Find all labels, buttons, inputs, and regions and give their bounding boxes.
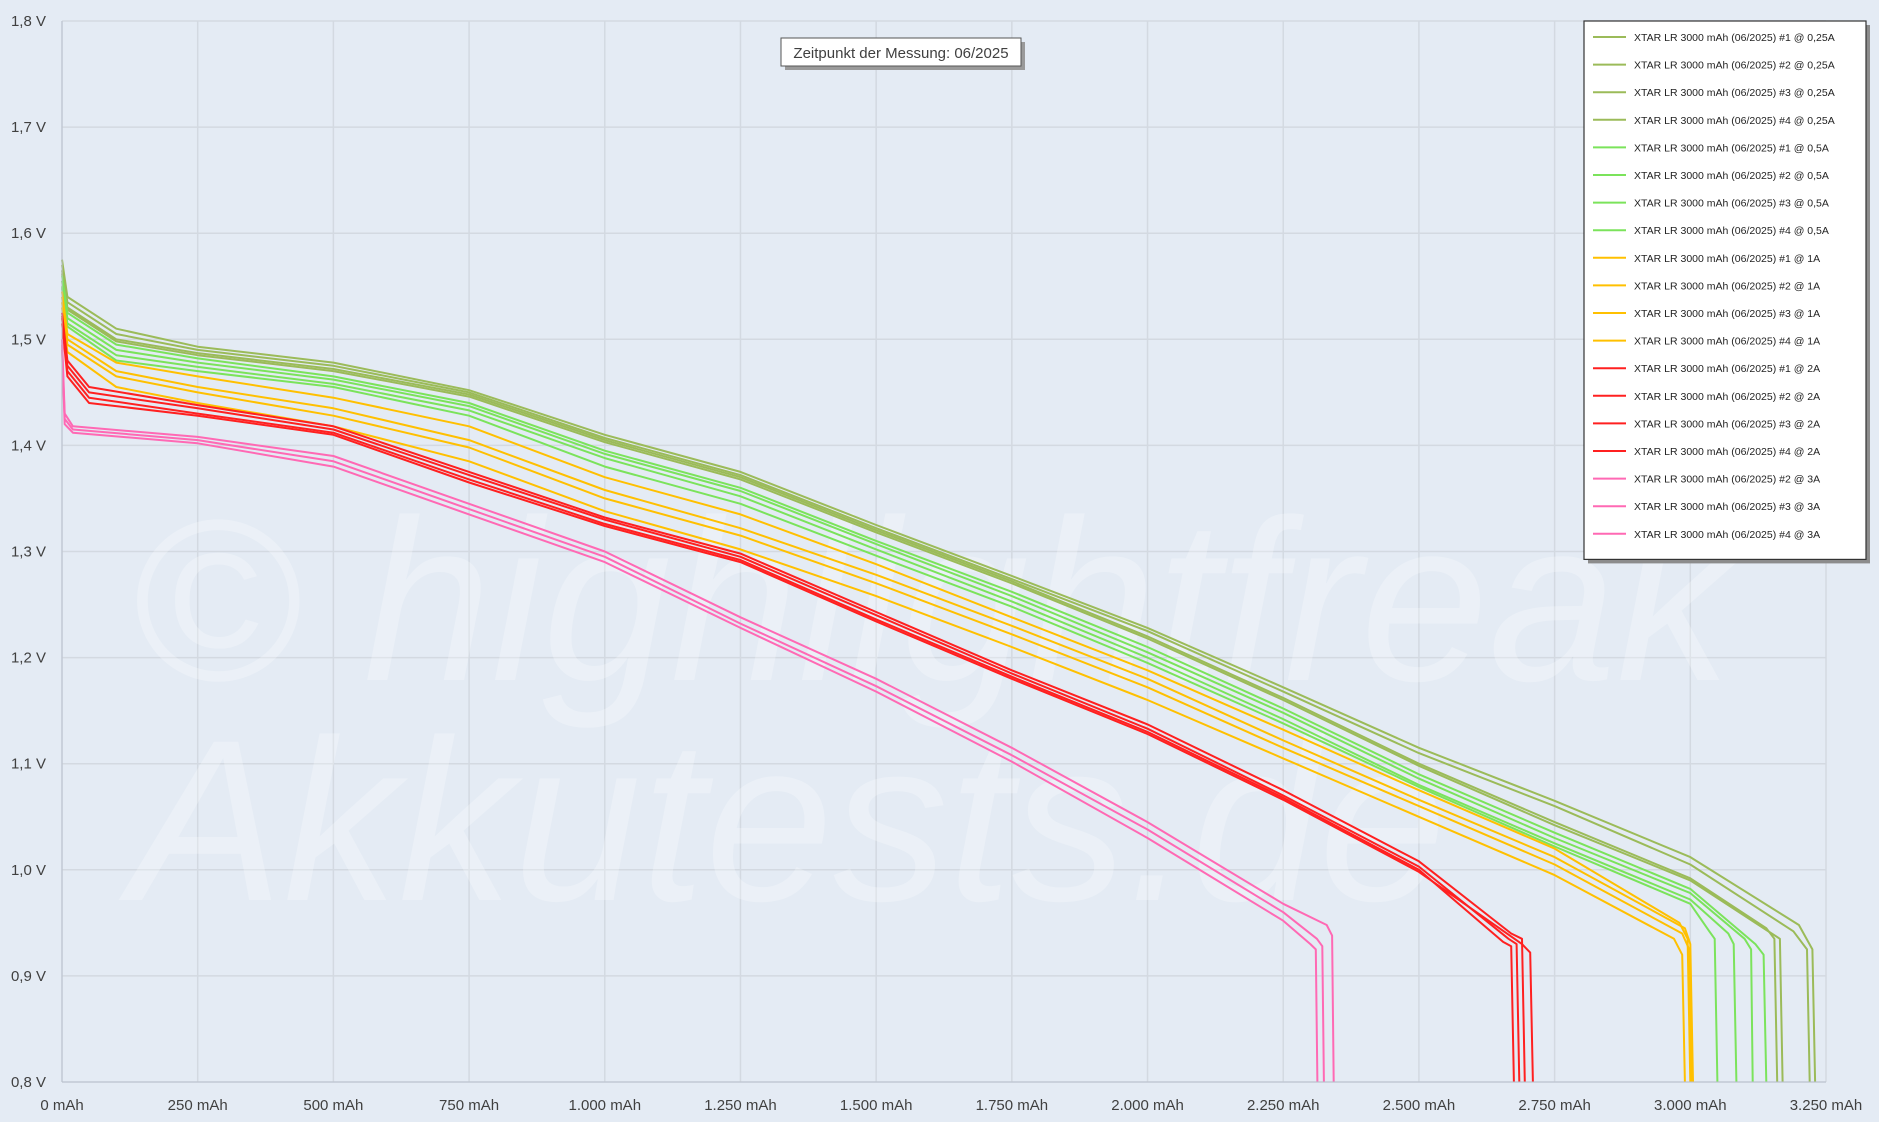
axes: 0,8 V 0,9 V 1,0 V 1,1 V 1,2 V 1,3 V 1,4 V 1,5 V… [11,13,1862,1114]
y-tick-label: 0,9 V [11,968,46,985]
x-tick-label: 2.500 mAh [1383,1097,1456,1114]
x-tick-label: 750 mAh [439,1097,499,1114]
series-line-15 [61,317,1515,1083]
legend-entry: XTAR LR 3000 mAh (06/2025) #3 @ 2A [1634,418,1820,430]
annotation-text: Zeitpunkt der Messung: 06/2025 [793,45,1008,62]
legend-entry: XTAR LR 3000 mAh (06/2025) #2 @ 1A [1634,280,1820,292]
legend-entry: XTAR LR 3000 mAh (06/2025) #3 @ 0,25A [1634,87,1835,99]
y-tick-label: 1,6 V [11,225,46,242]
legend-entry: XTAR LR 3000 mAh (06/2025) #2 @ 0,25A [1634,60,1835,72]
legend-entry: XTAR LR 3000 mAh (06/2025) #1 @ 0,25A [1634,32,1835,44]
legend-entry: XTAR LR 3000 mAh (06/2025) #4 @ 3A [1634,529,1820,541]
y-tick-label: 1,2 V [11,650,46,667]
x-tick-label: 3.250 mAh [1790,1097,1863,1114]
x-tick-label: 1.000 mAh [568,1097,641,1114]
legend-entry: XTAR LR 3000 mAh (06/2025) #3 @ 3A [1634,501,1820,513]
series-line-1 [61,259,1817,1083]
y-tick-label: 1,4 V [11,437,46,454]
x-tick-label: 1.250 mAh [704,1097,777,1114]
y-tick-label: 1,7 V [11,119,46,136]
series-line-2 [61,264,1811,1083]
series-line-16 [61,323,1534,1083]
watermark-line-1: © highlightfreak [130,472,1741,729]
x-tick-label: 3.000 mAh [1654,1097,1727,1114]
series-line-3 [61,270,1779,1083]
series-line-5 [61,275,1768,1083]
series-lines [61,259,1817,1083]
series-line-8 [61,288,1719,1083]
legend-entry: XTAR LR 3000 mAh (06/2025) #2 @ 2A [1634,391,1820,403]
watermark: © highlightfreak Akkutests.de [118,472,1741,949]
legend-box [1583,20,1867,561]
legend: XTAR LR 3000 mAh (06/2025) #1 @ 0,25A XTA… [1583,20,1870,564]
watermark-line-2: Akkutests.de [118,692,1447,949]
y-tick-label: 1,1 V [11,756,46,773]
legend-entry: XTAR LR 3000 mAh (06/2025) #4 @ 0,5A [1634,225,1829,237]
y-tick-label: 0,8 V [11,1074,46,1091]
series-line-11 [61,302,1693,1083]
series-line-12 [61,307,1686,1083]
legend-entry: XTAR LR 3000 mAh (06/2025) #4 @ 2A [1634,446,1820,458]
series-line-13 [61,312,1526,1083]
y-tick-label: 1,3 V [11,544,46,561]
measurement-annotation: Zeitpunkt der Messung: 06/2025 [780,37,1025,70]
series-line-18 [61,344,1325,1083]
y-tick-label: 1,0 V [11,862,46,879]
series-line-9 [61,291,1692,1083]
annotation-box [780,37,1022,67]
legend-entry: XTAR LR 3000 mAh (06/2025) #2 @ 3A [1634,474,1820,486]
series-line-7 [61,286,1738,1083]
legend-entry: XTAR LR 3000 mAh (06/2025) #3 @ 0,5A [1634,198,1829,210]
legend-entry: XTAR LR 3000 mAh (06/2025) #1 @ 1A [1634,253,1820,265]
legend-entry: XTAR LR 3000 mAh (06/2025) #1 @ 2A [1634,363,1820,375]
legend-entry: XTAR LR 3000 mAh (06/2025) #4 @ 1A [1634,336,1820,348]
legend-entry: XTAR LR 3000 mAh (06/2025) #1 @ 0,5A [1634,142,1829,154]
y-tick-label: 1,8 V [11,13,46,30]
legend-entry: XTAR LR 3000 mAh (06/2025) #4 @ 0,25A [1634,115,1835,127]
legend-entry: XTAR LR 3000 mAh (06/2025) #2 @ 0,5A [1634,170,1829,182]
series-line-4 [61,273,1784,1083]
x-tick-label: 2.250 mAh [1247,1097,1320,1114]
x-tick-label: 2.750 mAh [1518,1097,1591,1114]
x-tick-label: 500 mAh [303,1097,363,1114]
x-tick-label: 2.000 mAh [1111,1097,1184,1114]
legend-entry: XTAR LR 3000 mAh (06/2025) #3 @ 1A [1634,308,1820,320]
series-line-10 [61,296,1694,1083]
x-tick-label: 1.750 mAh [976,1097,1049,1114]
x-tick-label: 0 mAh [40,1097,83,1114]
y-tick-label: 1,5 V [11,331,46,348]
series-line-19 [61,349,1319,1083]
x-tick-label: 1.500 mAh [840,1097,913,1114]
x-tick-label: 250 mAh [168,1097,228,1114]
series-line-6 [61,280,1754,1083]
series-line-17 [61,339,1335,1083]
